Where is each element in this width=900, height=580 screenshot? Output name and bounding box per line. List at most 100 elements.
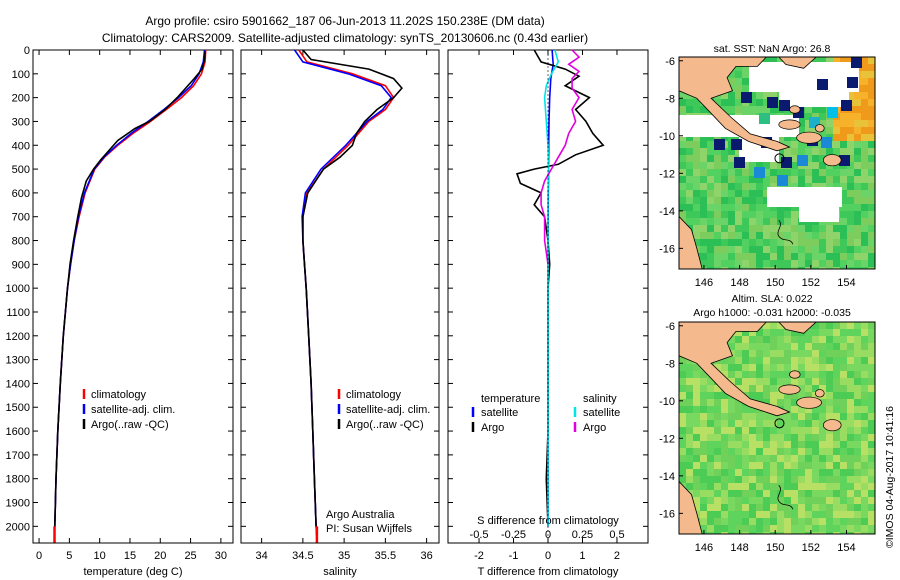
map-field-cell [735, 357, 742, 364]
map-field-cell [805, 490, 812, 497]
map-field-cell [791, 532, 798, 534]
map-field-cell [728, 148, 735, 155]
map-field-cell [798, 511, 805, 518]
map-field-cell [721, 476, 728, 483]
map-field-cell [840, 350, 847, 357]
map-field-cell [742, 490, 749, 497]
map-field-cell [833, 57, 840, 64]
map-field-cell [854, 462, 861, 469]
map-field-cell [819, 441, 826, 448]
map-field-cell [868, 427, 875, 434]
map-field-cell [861, 113, 868, 120]
map-field-cell [770, 260, 777, 267]
map-field-cell [693, 434, 700, 441]
map-field-cell [763, 441, 770, 448]
map-field-cell [679, 190, 686, 197]
map-y-tick-label: -16 [659, 243, 675, 255]
map-field-cell [861, 197, 868, 204]
map-field-cell [840, 434, 847, 441]
map-field-cell [812, 511, 819, 518]
map-field-cell [763, 532, 770, 534]
map-field-cell [861, 518, 868, 525]
map-field-cell [763, 378, 770, 385]
map-field-cell [770, 532, 777, 534]
island [796, 396, 822, 409]
map-field-cell [854, 490, 861, 497]
map-field-cell [805, 106, 812, 113]
map-field-cell [868, 350, 875, 357]
map-field-cell [700, 371, 707, 378]
map-field-cell [742, 420, 749, 427]
map-field-cell [735, 476, 742, 483]
map-field-cell [826, 127, 833, 134]
map-field-cell [861, 225, 868, 232]
y-tick-label: 200 [12, 93, 30, 105]
map-field-cell [868, 71, 875, 78]
map-field-cell [756, 518, 763, 525]
map-field-cell [700, 497, 707, 504]
map-field-cell [833, 239, 840, 246]
map-field-cell [735, 399, 742, 406]
map-field-cell [784, 448, 791, 455]
map-field-cell [868, 518, 875, 525]
map-field-cell [707, 490, 714, 497]
map-field-cell [826, 57, 833, 64]
map-field-cell [756, 525, 763, 532]
map-field-cell [868, 197, 875, 204]
map-field-cell [847, 120, 854, 127]
map-field-cell [784, 469, 791, 476]
map-field-cell [735, 197, 742, 204]
map-field-cell [742, 518, 749, 525]
map-field-cell [686, 455, 693, 462]
map-field-cell [714, 490, 721, 497]
map-field-cell [847, 392, 854, 399]
map-field-cell [721, 532, 728, 534]
map-field-cell [819, 420, 826, 427]
map-field-cell [735, 350, 742, 357]
map-field-cell [728, 476, 735, 483]
map-field-cell [854, 483, 861, 490]
map-field-cell [686, 392, 693, 399]
map-field-cell [700, 476, 707, 483]
map-y-tick-label: -6 [665, 56, 675, 68]
argo-float-marker [839, 155, 850, 166]
new-britain-landmass [778, 57, 817, 69]
map-field-cell [868, 169, 875, 176]
map-field-cell [679, 106, 686, 113]
map-field-cell [756, 462, 763, 469]
map-field-cell [861, 511, 868, 518]
no-data-region [767, 187, 842, 207]
map-field-cell [756, 218, 763, 225]
map-field-cell [735, 148, 742, 155]
map-field-cell [819, 476, 826, 483]
map-field-cell [707, 155, 714, 162]
map-field-cell [854, 329, 861, 336]
map-field-cell [742, 343, 749, 350]
map-field-cell [770, 336, 777, 343]
map-field-cell [833, 350, 840, 357]
map-field-cell [749, 183, 756, 190]
map-field-cell [826, 518, 833, 525]
map-field-cell [805, 378, 812, 385]
map-field-cell [833, 434, 840, 441]
map-field-cell [742, 378, 749, 385]
map-field-cell [700, 434, 707, 441]
map-field-cell [798, 525, 805, 532]
map-field-cell [735, 504, 742, 511]
map-field-cell [819, 483, 826, 490]
map-field-cell [854, 120, 861, 127]
map-field-cell [742, 78, 749, 85]
map-field-cell [756, 504, 763, 511]
map-field-cell [847, 260, 854, 267]
map-field-cell [784, 357, 791, 364]
map-field-cell [798, 518, 805, 525]
map-field-cell [805, 483, 812, 490]
map-field-cell [707, 134, 714, 141]
map-field-cell [742, 350, 749, 357]
map-field-cell [686, 476, 693, 483]
map-field-cell [700, 197, 707, 204]
map-field-cell [742, 476, 749, 483]
map-field-cell [798, 462, 805, 469]
map-field-cell [707, 260, 714, 267]
map-field-cell [707, 204, 714, 211]
